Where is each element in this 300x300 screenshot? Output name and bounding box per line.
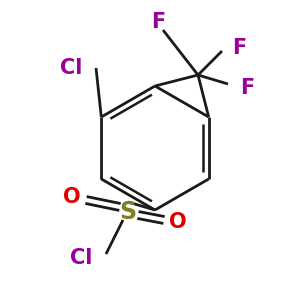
Text: F: F <box>151 12 165 32</box>
Text: F: F <box>232 38 246 58</box>
Text: F: F <box>240 78 254 98</box>
Text: O: O <box>169 212 187 232</box>
Text: O: O <box>63 187 81 207</box>
Text: S: S <box>119 200 136 224</box>
Text: Cl: Cl <box>70 248 92 268</box>
Text: Cl: Cl <box>60 58 82 78</box>
